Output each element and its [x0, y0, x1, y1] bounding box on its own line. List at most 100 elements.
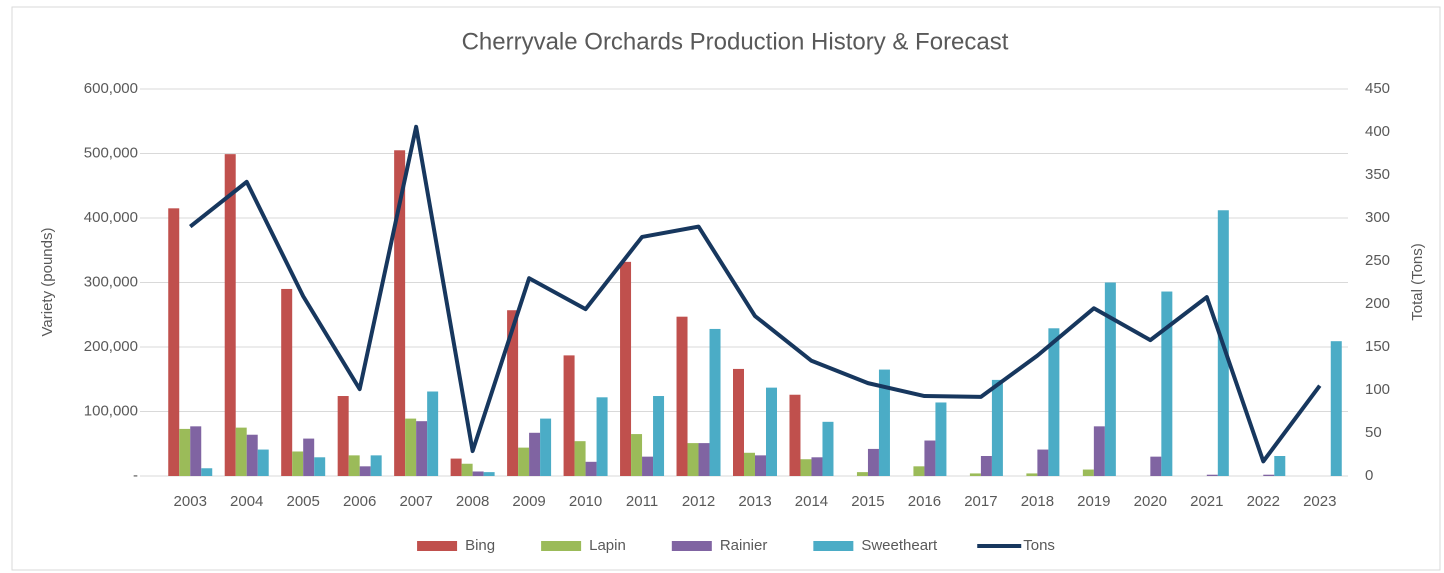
- bar: [190, 426, 202, 476]
- bar: [518, 447, 530, 476]
- x-tick-label: 2022: [1247, 493, 1280, 510]
- bar: [867, 448, 879, 476]
- bar: [224, 154, 236, 476]
- bar: [359, 466, 371, 476]
- bar: [1026, 473, 1038, 476]
- bar: [755, 455, 766, 476]
- x-tick-label: 2018: [1021, 493, 1054, 510]
- bar: [800, 459, 812, 476]
- bar: [687, 443, 699, 476]
- bar: [281, 288, 293, 476]
- x-tick-label: 2006: [343, 493, 376, 510]
- bar: [337, 396, 349, 476]
- y2-tick-label: 200: [1365, 295, 1390, 312]
- bar: [709, 328, 721, 476]
- x-tick-label: 2007: [399, 493, 432, 510]
- bar: [370, 455, 382, 476]
- bar: [642, 456, 654, 476]
- bar: [461, 463, 473, 476]
- legend-swatch: [813, 541, 854, 551]
- bar: [878, 369, 890, 476]
- y-tick-label: 400,000: [84, 209, 138, 226]
- bar: [303, 438, 315, 476]
- y2-tick-label: 400: [1365, 123, 1390, 140]
- bar: [540, 418, 552, 476]
- bar: [1161, 291, 1173, 476]
- y2-axis-label: Total (Tons): [1409, 243, 1426, 321]
- x-tick-label: 2003: [174, 493, 207, 510]
- y2-tick-label: 0: [1365, 467, 1373, 484]
- y2-tick-label: 250: [1365, 252, 1390, 269]
- y2-tick-label: 350: [1365, 166, 1390, 183]
- bar: [483, 472, 495, 476]
- x-tick-label: 2019: [1077, 493, 1110, 510]
- bar: [394, 150, 406, 476]
- y-tick-label: 600,000: [84, 80, 138, 97]
- bar: [620, 261, 632, 476]
- chart-title: Cherryvale Orchards Production History &…: [462, 28, 1009, 55]
- bar: [980, 456, 992, 476]
- bar: [631, 434, 643, 476]
- bar: [427, 391, 439, 476]
- y-tick-label: -: [133, 467, 138, 484]
- legend-label: Lapin: [589, 537, 626, 554]
- bar: [913, 466, 925, 476]
- x-tick-label: 2004: [230, 493, 263, 510]
- bar: [811, 457, 823, 476]
- legend-label: Sweetheart: [861, 537, 938, 554]
- bar: [698, 443, 710, 476]
- legend-label: Tons: [1023, 537, 1055, 554]
- bar: [744, 452, 755, 476]
- bar: [1150, 456, 1162, 476]
- y-tick-label: 300,000: [84, 273, 138, 290]
- bar: [991, 379, 1003, 476]
- y2-tick-label: 100: [1365, 381, 1390, 398]
- x-tick-label: 2010: [569, 493, 602, 510]
- bar: [766, 387, 777, 476]
- bar: [676, 316, 688, 476]
- bar: [596, 397, 608, 476]
- bar: [1093, 426, 1105, 476]
- x-tick-label: 2023: [1303, 493, 1336, 510]
- legend-swatch: [671, 541, 712, 551]
- bar: [1206, 474, 1218, 476]
- x-tick-label: 2016: [908, 493, 941, 510]
- bar: [1082, 469, 1094, 476]
- x-tick-label: 2021: [1190, 493, 1223, 510]
- x-tick-label: 2005: [287, 493, 320, 510]
- bar: [201, 468, 213, 476]
- bar: [314, 457, 326, 476]
- bar: [1104, 282, 1116, 476]
- bar: [246, 434, 258, 476]
- bar: [653, 396, 665, 476]
- bar: [292, 451, 304, 476]
- line: [188, 124, 1322, 464]
- x-tick-label: 2009: [512, 493, 545, 510]
- bar: [935, 402, 947, 476]
- bar: [348, 455, 360, 476]
- bar: [472, 471, 484, 476]
- y-axis-label: Variety (pounds): [39, 228, 56, 337]
- bar: [416, 421, 428, 476]
- bar: [789, 394, 801, 476]
- bar: [585, 461, 597, 476]
- legend-swatch: [417, 541, 458, 551]
- bar: [1274, 456, 1286, 476]
- bar: [1263, 474, 1275, 476]
- bar: [450, 458, 462, 476]
- x-tick-label: 2014: [795, 493, 828, 510]
- legend-label: Rainier: [720, 537, 768, 554]
- x-tick-label: 2015: [851, 493, 884, 510]
- y-tick-label: 500,000: [84, 144, 138, 161]
- y2-tick-label: 50: [1365, 424, 1382, 441]
- bar: [168, 208, 180, 476]
- bar: [257, 449, 269, 476]
- x-tick-label: 2017: [964, 493, 997, 510]
- bar: [822, 421, 834, 476]
- bar: [733, 368, 744, 476]
- bar: [574, 441, 586, 476]
- y-tick-label: 100,000: [84, 402, 138, 419]
- y2-tick-label: 150: [1365, 338, 1390, 355]
